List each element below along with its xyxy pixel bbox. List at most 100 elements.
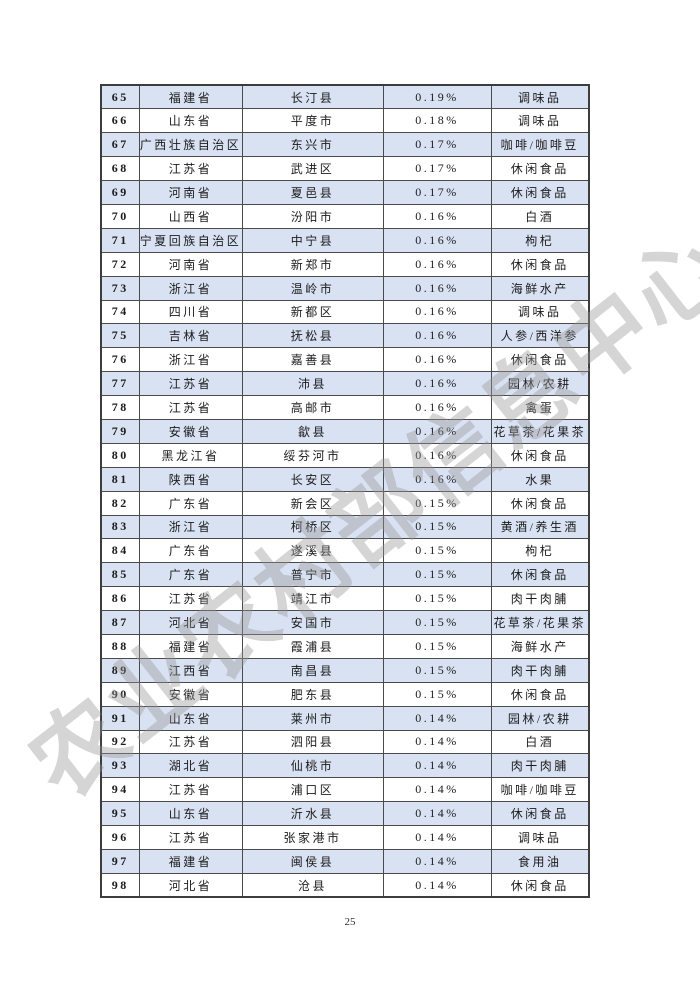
rank-cell: 93 [100, 753, 140, 779]
rank-cell: 67 [100, 132, 140, 158]
share-cell: 0.15% [382, 657, 492, 683]
county-cell: 歙县 [241, 418, 384, 444]
rank-cell: 91 [100, 705, 140, 731]
category-cell: 咖啡/咖啡豆 [490, 777, 590, 803]
table-row: 71 宁夏回族自治区 中宁县 0.16% 枸杞 [100, 227, 590, 253]
rank-cell: 75 [100, 323, 140, 349]
share-cell: 0.16% [382, 275, 492, 301]
province-cell: 湖北省 [138, 753, 243, 779]
rank-cell: 80 [100, 442, 140, 468]
county-cell: 南昌县 [241, 657, 384, 683]
table-row: 68 江苏省 武进区 0.17% 休闲食品 [100, 156, 590, 182]
page-number: 25 [344, 916, 356, 928]
category-cell: 食用油 [490, 849, 590, 874]
share-cell: 0.16% [382, 251, 492, 277]
county-cell: 新郑市 [241, 251, 384, 277]
share-cell: 0.18% [382, 108, 492, 134]
share-cell: 0.14% [382, 849, 492, 874]
rank-cell: 85 [100, 562, 140, 588]
table-row: 87 河北省 安国市 0.15% 花草茶/花果茶 [100, 610, 590, 635]
rank-cell: 88 [100, 633, 140, 659]
share-cell: 0.15% [382, 633, 492, 659]
table-row: 72 河南省 新郑市 0.16% 休闲食品 [100, 251, 590, 277]
table-row: 76 浙江省 嘉善县 0.16% 休闲食品 [100, 347, 590, 373]
category-cell: 肉干肉脯 [490, 657, 590, 683]
table-row: 78 江苏省 高邮市 0.16% 禽蛋 [100, 395, 590, 420]
share-cell: 0.14% [382, 705, 492, 731]
table-row: 91 山东省 莱州市 0.14% 园林/农耕 [100, 705, 590, 731]
county-cell: 嘉善县 [241, 347, 384, 373]
county-cell: 柯桥区 [241, 514, 384, 540]
category-cell: 白酒 [490, 729, 590, 755]
category-cell: 人参/西洋参 [490, 323, 590, 349]
share-cell: 0.16% [382, 442, 492, 468]
rank-cell: 96 [100, 825, 140, 850]
table-row: 83 浙江省 柯桥区 0.15% 黄酒/养生酒 [100, 514, 590, 540]
province-cell: 山西省 [138, 203, 243, 229]
county-cell: 浦口区 [241, 777, 384, 803]
share-cell: 0.14% [382, 801, 492, 827]
rank-cell: 77 [100, 371, 140, 397]
share-cell: 0.15% [382, 610, 492, 635]
share-cell: 0.15% [382, 562, 492, 588]
category-cell: 休闲食品 [490, 180, 590, 205]
county-cell: 东兴市 [241, 132, 384, 158]
province-cell: 江苏省 [138, 825, 243, 850]
table-row: 84 广东省 遂溪县 0.15% 枸杞 [100, 538, 590, 564]
category-cell: 休闲食品 [490, 801, 590, 827]
county-cell: 沛县 [241, 371, 384, 397]
share-cell: 0.14% [382, 753, 492, 779]
province-cell: 河北省 [138, 872, 243, 898]
rank-cell: 74 [100, 299, 140, 325]
table-row: 66 山东省 平度市 0.18% 调味品 [100, 108, 590, 134]
rank-cell: 78 [100, 395, 140, 420]
county-cell: 沧县 [241, 872, 384, 898]
category-cell: 休闲食品 [490, 872, 590, 898]
rank-cell: 86 [100, 586, 140, 612]
county-cell: 霞浦县 [241, 633, 384, 659]
table-row: 69 河南省 夏邑县 0.17% 休闲食品 [100, 180, 590, 205]
table-row: 70 山西省 汾阳市 0.16% 白酒 [100, 203, 590, 229]
category-cell: 水果 [490, 466, 590, 492]
province-cell: 山东省 [138, 108, 243, 134]
share-cell: 0.16% [382, 227, 492, 253]
table-row: 96 江苏省 张家港市 0.14% 调味品 [100, 825, 590, 850]
share-cell: 0.14% [382, 872, 492, 898]
rank-cell: 81 [100, 466, 140, 492]
table-row: 95 山东省 沂水县 0.14% 休闲食品 [100, 801, 590, 827]
table-row: 88 福建省 霞浦县 0.15% 海鲜水产 [100, 633, 590, 659]
share-cell: 0.16% [382, 323, 492, 349]
province-cell: 宁夏回族自治区 [138, 227, 243, 253]
share-cell: 0.16% [382, 347, 492, 373]
table-row: 90 安徽省 肥东县 0.15% 休闲食品 [100, 681, 590, 707]
county-cell: 温岭市 [241, 275, 384, 301]
province-cell: 广东省 [138, 538, 243, 564]
province-cell: 黑龙江省 [138, 442, 243, 468]
province-cell: 安徽省 [138, 681, 243, 707]
category-cell: 调味品 [490, 108, 590, 134]
rank-cell: 73 [100, 275, 140, 301]
category-cell: 调味品 [490, 299, 590, 325]
county-cell: 莱州市 [241, 705, 384, 731]
share-cell: 0.16% [382, 466, 492, 492]
share-cell: 0.16% [382, 299, 492, 325]
rank-cell: 72 [100, 251, 140, 277]
share-cell: 0.17% [382, 156, 492, 182]
category-cell: 园林/农耕 [490, 371, 590, 397]
province-cell: 河南省 [138, 180, 243, 205]
province-cell: 江苏省 [138, 371, 243, 397]
rank-cell: 69 [100, 180, 140, 205]
share-cell: 0.17% [382, 132, 492, 158]
category-cell: 休闲食品 [490, 442, 590, 468]
category-cell: 园林/农耕 [490, 705, 590, 731]
province-cell: 河南省 [138, 251, 243, 277]
county-cell: 新都区 [241, 299, 384, 325]
share-cell: 0.15% [382, 538, 492, 564]
province-cell: 山东省 [138, 705, 243, 731]
county-cell: 肥东县 [241, 681, 384, 707]
rank-cell: 87 [100, 610, 140, 635]
rank-cell: 98 [100, 872, 140, 898]
rank-cell: 66 [100, 108, 140, 134]
province-cell: 河北省 [138, 610, 243, 635]
